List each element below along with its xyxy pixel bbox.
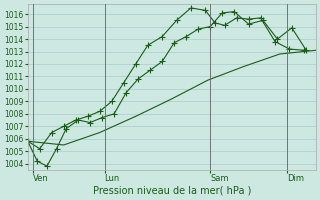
X-axis label: Pression niveau de la mer( hPa ): Pression niveau de la mer( hPa ) bbox=[92, 186, 251, 196]
